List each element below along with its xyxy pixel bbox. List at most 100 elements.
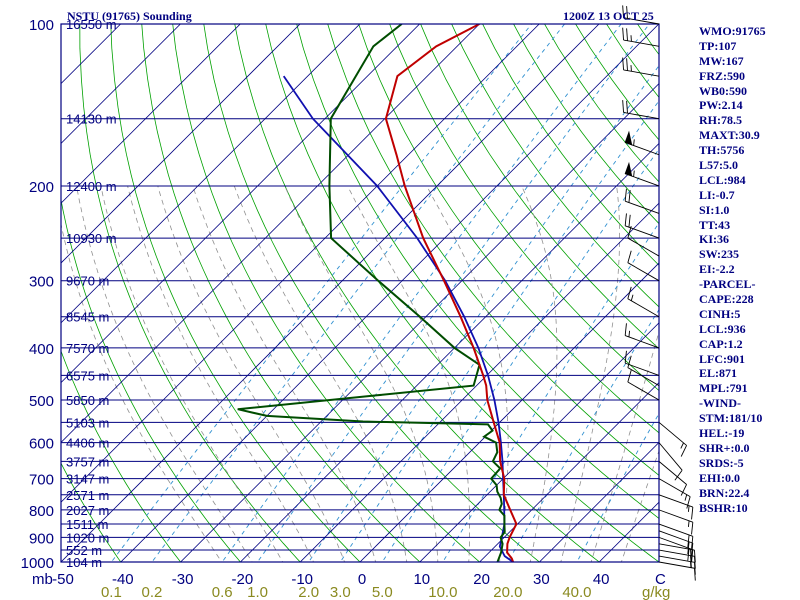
moist-adiabat-line xyxy=(426,185,509,562)
isotherm-line xyxy=(120,24,659,562)
wind-barb xyxy=(658,461,687,496)
isotherm-line xyxy=(419,322,659,562)
index-value: BSHR:10 xyxy=(699,500,748,515)
wind-barb xyxy=(624,161,660,187)
dry-adiabat-line xyxy=(61,462,122,562)
wind-barb-flag xyxy=(680,445,687,457)
wind-barb-half-flag xyxy=(633,139,635,146)
mixing-ratio-line xyxy=(151,24,565,562)
wind-barb xyxy=(658,494,694,520)
wind-barb-flag xyxy=(627,286,632,299)
wind-barb xyxy=(627,226,660,257)
mixing-ratio-label: 2.0 xyxy=(298,584,319,600)
wind-barb-flag xyxy=(627,355,632,368)
pressure-tick-label: 700 xyxy=(29,472,54,489)
temperature-tick-label: 30 xyxy=(533,571,550,588)
temperature-tick-label: -50 xyxy=(52,571,74,588)
pressure-tick-label: 500 xyxy=(29,393,54,410)
dry-adiabat-line xyxy=(296,24,659,519)
index-value: SRDS:-5 xyxy=(699,455,744,470)
wind-barb-staff xyxy=(627,367,660,386)
wind-barb-staff xyxy=(658,478,691,498)
moist-adiabat-line xyxy=(61,222,223,562)
height-label: 8545 m xyxy=(66,310,109,325)
isotherm-line xyxy=(61,24,480,443)
index-value: LCL:936 xyxy=(699,321,746,336)
temperature-tick-label: 10 xyxy=(413,571,430,588)
index-value: KI:36 xyxy=(699,232,729,247)
mixing-ratio-label: 0.1 xyxy=(101,584,122,600)
index-value: LI:-0.7 xyxy=(699,187,735,202)
index-value: WB0:590 xyxy=(699,83,747,98)
index-value: FRZ:590 xyxy=(699,68,745,83)
moist-adiabat-line xyxy=(100,185,284,562)
mixing-ratio-line xyxy=(110,24,532,562)
wind-barb-staff xyxy=(623,112,660,120)
wind-barb-flag xyxy=(622,57,624,70)
isotherm-line xyxy=(61,24,241,204)
wind-barb-flag xyxy=(622,5,624,18)
wind-barb-staff xyxy=(625,362,660,376)
wind-barb-flag xyxy=(687,541,690,555)
wind-barb-pennant xyxy=(624,161,633,177)
wind-barb-staff xyxy=(658,536,693,551)
index-value: L57:5.0 xyxy=(699,158,738,173)
index-value: MAXT:30.9 xyxy=(699,128,760,143)
dewpoint-trace xyxy=(237,24,506,562)
index-value: TP:107 xyxy=(699,38,737,53)
dry-adiabat-line xyxy=(79,24,301,562)
pressure-tick-label: 600 xyxy=(29,436,54,453)
temperature-tick-label: 40 xyxy=(593,571,610,588)
wind-barb xyxy=(627,370,660,401)
height-label: 1511 m xyxy=(66,517,108,532)
moist-adiabat-line xyxy=(192,185,377,562)
height-label: 10930 m xyxy=(66,231,117,246)
mixing-ratio-line xyxy=(221,24,622,562)
pressure-axis-unit: mb xyxy=(32,571,53,588)
dry-adiabat-line xyxy=(61,350,182,562)
dry-adiabat-line xyxy=(451,24,659,308)
index-value: BRN:22.4 xyxy=(699,485,750,500)
height-label: 6575 m xyxy=(66,368,109,383)
index-value: MW:167 xyxy=(699,53,744,68)
wind-barb-staff xyxy=(627,381,660,401)
temperature-axis-unit: C xyxy=(655,571,666,588)
mixing-ratio-line xyxy=(339,100,659,562)
temperature-tick-label: -20 xyxy=(232,571,254,588)
wind-barb xyxy=(624,323,660,349)
mixing-ratio-label: 40.0 xyxy=(562,584,591,600)
height-label: 7570 m xyxy=(66,341,109,356)
pressure-tick-label: 200 xyxy=(29,179,54,196)
index-value: EI:-2.2 xyxy=(699,262,735,277)
wind-barb-staff xyxy=(658,494,693,508)
wind-barb-flag xyxy=(624,323,627,336)
moist-adiabat-line xyxy=(233,185,408,562)
mixing-ratio-label: 0.6 xyxy=(212,584,233,600)
index-value: CAP:1.2 xyxy=(699,336,743,351)
wind-barb-staff xyxy=(623,69,660,77)
index-value: LCL:984 xyxy=(699,172,746,187)
wind-barb-half-flag xyxy=(687,505,690,512)
height-label: 3147 m xyxy=(66,472,109,487)
mixing-ratio-label: 20.0 xyxy=(493,584,522,600)
axis-labels: 16550 m 14130 m 12400 m 10930 m 9670 m 8545 m… xyxy=(21,17,671,600)
isotherm-line xyxy=(180,83,659,562)
moist-adiabat-line xyxy=(284,185,439,562)
wind-barb-staff xyxy=(658,523,693,537)
wind-barb-staff xyxy=(658,530,693,544)
index-value: TT:43 xyxy=(699,217,731,232)
wind-barb-pennant xyxy=(624,130,633,146)
height-label: 12400 m xyxy=(66,179,117,194)
temperature-trace xyxy=(384,24,518,562)
dry-adiabat-line xyxy=(141,24,421,562)
isotherm-line xyxy=(299,202,659,562)
dry-adiabats xyxy=(61,24,659,562)
wind-barb-half-flag xyxy=(680,442,684,449)
wind-barb-flag xyxy=(691,536,694,549)
mixing-ratio-label: 5.0 xyxy=(372,584,393,600)
indices-panel: WMO:91765 TP:107 MW:167 FRZ:590 WB0:590 PW:2.… xyxy=(699,24,799,515)
wind-barb-half-flag xyxy=(684,494,688,501)
wind-barb-half-flag xyxy=(628,330,631,338)
wind-barb-half-flag xyxy=(630,294,634,301)
index-value: TH:5756 xyxy=(699,143,745,158)
